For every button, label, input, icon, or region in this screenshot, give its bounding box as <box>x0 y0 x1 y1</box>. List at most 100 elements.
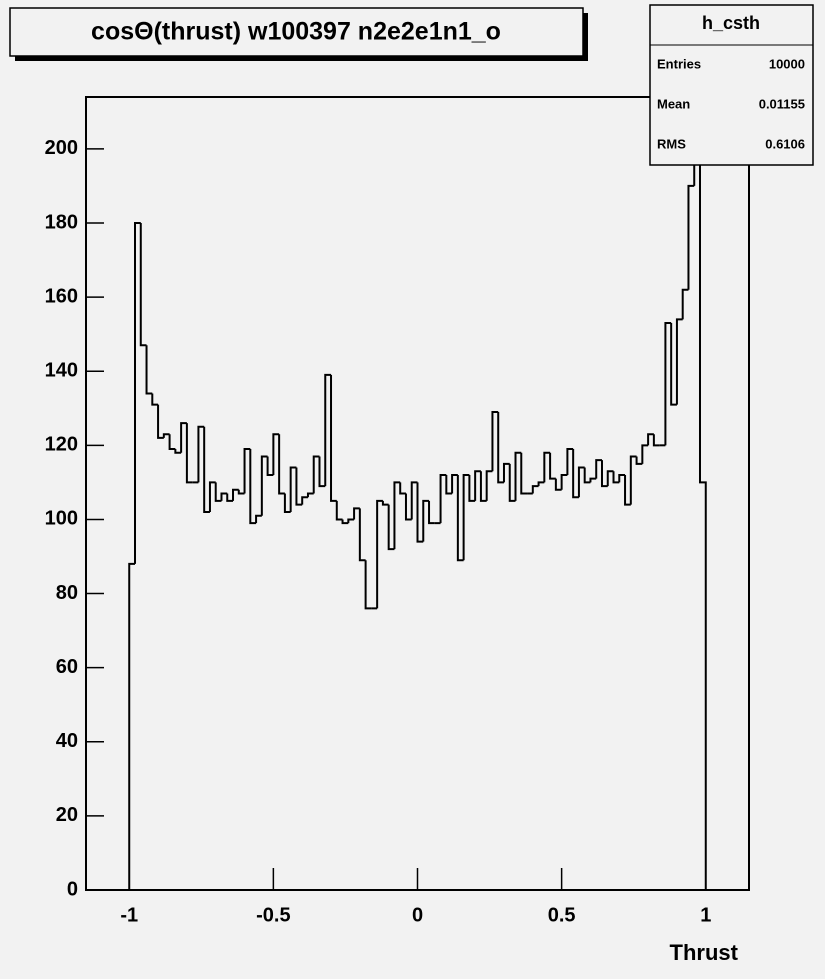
histogram-bin <box>266 456 274 476</box>
stats-box <box>649 4 814 166</box>
histogram-bin <box>134 221 141 564</box>
histogram-bin <box>624 474 631 506</box>
histogram-bin <box>681 288 689 320</box>
y-tick-label: 40 <box>56 730 78 752</box>
histogram-bin <box>318 456 326 488</box>
histogram-bin <box>422 499 430 542</box>
histogram-bin <box>583 467 591 484</box>
histogram-bin <box>641 444 649 464</box>
histogram-bin <box>635 456 643 465</box>
histogram-bin <box>456 474 464 562</box>
stats-rows: Entries 10000 Mean 0.01155 RMS 0.6106 <box>657 56 805 151</box>
histogram-bin <box>335 500 343 521</box>
histogram-bin <box>157 404 164 439</box>
stats-label: RMS <box>657 136 686 151</box>
histogram-bin <box>306 492 314 498</box>
histogram-bin <box>508 463 516 502</box>
histogram-bin <box>554 478 562 491</box>
stats-value: 10000 <box>769 56 805 71</box>
histogram-bin <box>451 473 458 494</box>
y-tick-label: 80 <box>56 582 78 604</box>
histogram-bin <box>145 345 153 395</box>
histogram-bin <box>560 473 568 490</box>
histogram-bin <box>520 452 528 495</box>
histogram-bin <box>589 477 597 483</box>
x-tick-label: -0.5 <box>256 904 290 926</box>
histogram-bin <box>687 184 695 290</box>
histogram-bin <box>232 488 239 501</box>
y-tick-label: 180 <box>45 211 78 233</box>
histogram-bin <box>428 500 435 525</box>
histogram-bin <box>139 222 147 347</box>
histogram-bin <box>531 485 539 494</box>
histogram-bin <box>255 514 262 524</box>
histogram-bin <box>376 499 383 609</box>
histogram-bin <box>479 471 487 502</box>
histogram-bin <box>289 466 297 513</box>
histogram-bin <box>330 374 337 502</box>
histogram-bin <box>629 455 637 505</box>
histogram-bin <box>387 504 395 551</box>
histogram-bin <box>185 423 193 484</box>
histogram-bin <box>595 459 602 479</box>
histogram-bin <box>577 466 585 498</box>
histogram-bin <box>220 492 228 501</box>
histogram-bin <box>283 493 291 514</box>
histogram-bin <box>497 411 504 484</box>
histogram-bin <box>381 500 389 506</box>
histogram-bin <box>128 562 136 890</box>
x-tick-label: 0 <box>412 904 423 926</box>
stats-value: 0.01155 <box>759 96 805 111</box>
histogram-bin <box>260 455 268 516</box>
histogram-bin <box>151 393 159 406</box>
y-tick-label: 60 <box>56 656 78 678</box>
histogram-bin <box>353 507 360 520</box>
histogram-bin <box>249 449 257 525</box>
histogram-bin <box>162 433 170 438</box>
histogram-bin <box>174 449 182 454</box>
x-axis-label: Thrust <box>670 940 739 965</box>
y-tick-label: 140 <box>45 359 78 381</box>
histogram-bin <box>226 493 234 502</box>
histogram-bin <box>399 482 406 495</box>
histogram-bin <box>364 560 372 610</box>
chart-title: cosΘ(thrust) w100397 n2e2e1n1_o <box>91 18 501 46</box>
stats-value: 0.6106 <box>765 136 805 151</box>
histogram-bin <box>278 434 285 495</box>
histogram-bin <box>197 425 205 483</box>
histogram-bin <box>652 434 660 447</box>
histogram-bin <box>537 481 545 487</box>
histogram-bin <box>347 518 355 524</box>
histogram-bin <box>618 473 626 483</box>
histogram-bin <box>647 433 654 446</box>
histogram-bin <box>462 473 470 561</box>
stats-title: h_csth <box>702 13 760 33</box>
y-tick-label: 160 <box>45 285 78 307</box>
histogram-bin <box>295 467 303 506</box>
histogram-bin <box>404 493 412 521</box>
histogram-bin <box>272 433 280 475</box>
histogram-bin <box>393 481 401 550</box>
histogram-bin <box>549 452 556 480</box>
histogram-bin <box>675 318 683 405</box>
histogram-bin <box>485 470 493 501</box>
histogram-bin <box>606 470 614 487</box>
histogram-bin <box>468 474 476 502</box>
histogram-bin <box>572 449 579 499</box>
histogram-bin <box>358 508 366 562</box>
histogram-bin <box>214 482 222 502</box>
y-tick-label: 20 <box>56 804 78 826</box>
stats-label: Entries <box>657 56 701 71</box>
histogram-bin <box>208 481 216 513</box>
histogram-bin <box>168 434 176 451</box>
histogram-bin <box>203 426 210 514</box>
x-tick-label: 0.5 <box>548 904 576 926</box>
histogram-bin <box>324 373 332 487</box>
histogram-bin <box>180 422 187 453</box>
histogram-bin <box>416 482 424 543</box>
histogram-bin <box>312 455 320 494</box>
stats-label: Mean <box>657 96 690 111</box>
histogram-bin <box>670 323 677 406</box>
histogram-bin <box>612 471 620 484</box>
